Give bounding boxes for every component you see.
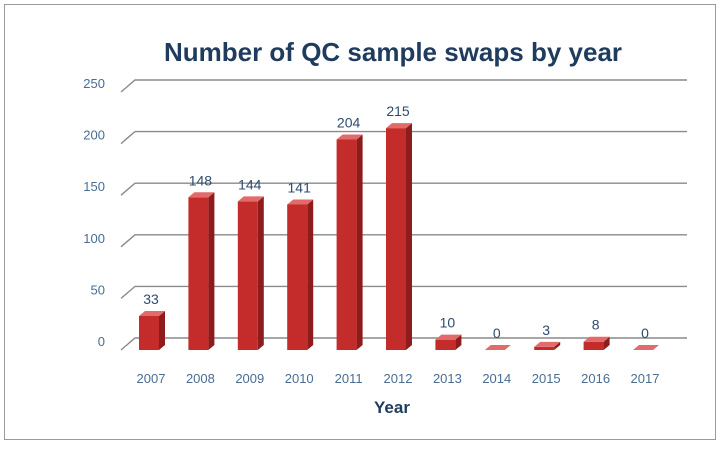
- bar-2010: [287, 199, 314, 350]
- data-label: 144: [238, 176, 262, 192]
- x-tick-label: 2007: [137, 371, 166, 386]
- bar-top-face: [287, 199, 314, 205]
- bar-2016: [583, 336, 610, 350]
- gridline: [120, 285, 687, 299]
- x-tick-label: 2016: [581, 371, 610, 386]
- gridline: [120, 182, 687, 196]
- data-label: 204: [337, 114, 361, 130]
- bar-top-face: [336, 134, 363, 140]
- y-tick-label: 200: [83, 128, 105, 143]
- bar-front-face: [336, 139, 357, 350]
- y-tick-label: 0: [98, 334, 105, 349]
- gridline: [120, 337, 687, 351]
- y-tick-label: 250: [83, 76, 105, 91]
- bars: [139, 123, 659, 351]
- bar-front-face: [534, 346, 555, 350]
- data-label: 141: [288, 179, 312, 195]
- bar-top-face: [139, 310, 165, 316]
- data-label: 3: [542, 322, 550, 338]
- gridline: [120, 130, 687, 145]
- bar-top-face: [435, 334, 462, 340]
- x-axis-ticks: 2007 2008 2009 2010 2011 2012 2013 2014 2015 2016…: [137, 371, 660, 386]
- data-label: 215: [386, 103, 410, 119]
- data-label: 148: [189, 172, 213, 188]
- bar-side-face: [159, 310, 165, 350]
- x-tick-label: 2014: [482, 371, 511, 386]
- bar-2017: [633, 345, 659, 351]
- gridline: [120, 79, 687, 93]
- chart-frame: Number of QC sample swaps by year 0 50 100…: [4, 4, 716, 440]
- bar-side-face: [257, 196, 264, 350]
- y-tick-label: 50: [91, 282, 105, 297]
- x-tick-label: 2010: [285, 371, 314, 386]
- bar-side-face: [603, 336, 610, 350]
- gridlines: [120, 79, 687, 351]
- bar-top-face: [188, 192, 215, 198]
- bar-2012: [386, 123, 412, 351]
- y-tick-label: 150: [83, 179, 105, 194]
- bar-side-face: [455, 334, 462, 350]
- bar-top-face: [633, 345, 659, 350]
- x-tick-label: 2012: [384, 371, 413, 386]
- x-axis-title: Year: [374, 398, 410, 417]
- data-label: 0: [641, 325, 649, 341]
- chart-title: Number of QC sample swaps by year: [164, 37, 622, 67]
- x-tick-label: 2008: [186, 371, 215, 386]
- bar-side-face: [307, 199, 314, 350]
- bar-front-face: [139, 315, 159, 350]
- bar-chart: Number of QC sample swaps by year 050100…: [83, 37, 687, 417]
- x-tick-label: 2011: [335, 371, 363, 386]
- bar-side-face: [356, 134, 363, 350]
- bar-side-face: [406, 123, 412, 351]
- bar-front-face: [287, 204, 308, 350]
- bar-2011: [336, 134, 363, 350]
- bar-2014: [484, 345, 511, 351]
- bar-top-face: [534, 341, 561, 347]
- x-tick-label: 2009: [235, 371, 264, 386]
- bar-2013: [435, 334, 462, 350]
- data-label: 33: [143, 291, 159, 307]
- gridline: [120, 234, 687, 248]
- x-tick-label: 2015: [532, 371, 561, 386]
- data-label: 0: [493, 325, 501, 341]
- bar-front-face: [188, 197, 209, 350]
- data-label: 8: [592, 317, 600, 333]
- bar-top-face: [237, 196, 264, 202]
- y-tick-label: 100: [83, 231, 105, 246]
- x-tick-label: 2013: [433, 371, 462, 386]
- x-tick-label: 2017: [631, 371, 660, 386]
- bar-side-face: [554, 341, 561, 350]
- y-axis-ticks: 0 50 100 150 200 250: [83, 76, 105, 349]
- bar-2008: [188, 192, 215, 350]
- bar-front-face: [583, 341, 604, 350]
- bar-front-face: [435, 339, 456, 350]
- bar-top-face: [484, 345, 511, 350]
- bar-top-face: [386, 123, 412, 129]
- bar-side-face: [208, 192, 215, 350]
- bar-front-face: [237, 201, 258, 350]
- data-label: 10: [440, 315, 456, 331]
- bar-2009: [237, 196, 264, 350]
- bar-top-face: [583, 336, 610, 342]
- bar-front-face: [386, 128, 406, 350]
- data-labels: 33 148 144 141 204 215 10 0 3 8 0: [143, 103, 649, 341]
- bar-2007: [139, 310, 165, 350]
- bar-2015: [534, 341, 561, 350]
